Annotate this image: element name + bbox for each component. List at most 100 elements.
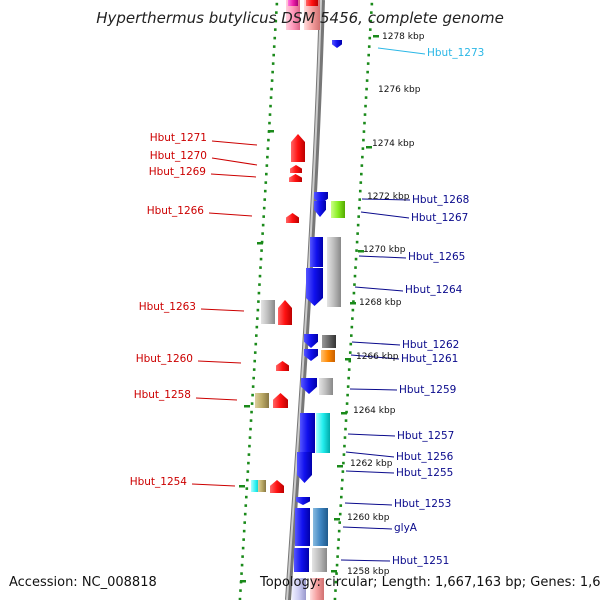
ruler-dot (362, 130, 366, 133)
gene-label-right: Hbut_1268 (412, 194, 469, 206)
ruler-dot (348, 351, 352, 354)
gene-arrow (278, 300, 292, 325)
gene-label-right: Hbut_1264 (405, 284, 463, 296)
gene-block (261, 300, 275, 324)
gene-block (321, 350, 335, 362)
ruler-dot (368, 28, 372, 31)
ruler-dot (252, 368, 256, 371)
gene-label-right: Hbut_1265 (408, 251, 465, 263)
ruler-dot (243, 512, 247, 516)
ruler-dot (259, 257, 263, 261)
ruler-dot (253, 351, 257, 354)
ruler-dot (241, 555, 244, 558)
ruler-dot (342, 461, 345, 465)
ruler-tick (244, 405, 250, 408)
ruler-dot (367, 53, 370, 57)
gene-arrow (286, 213, 299, 223)
ruler-dot (353, 283, 356, 286)
ruler-dot (268, 121, 271, 125)
ruler-dot (263, 189, 267, 193)
ruler-tick (350, 302, 356, 305)
ruler-tick (366, 146, 372, 149)
ruler-dot (336, 546, 340, 550)
ruler-dot (352, 291, 356, 295)
gene-label-left: Hbut_1269 (149, 166, 206, 178)
kbp-tick-label: 1268 kbp (359, 298, 402, 308)
gene-arrow (289, 174, 302, 182)
ruler-dot (338, 512, 342, 516)
gene-block (313, 508, 328, 546)
ruler-dot (357, 206, 361, 210)
ruler-dot (266, 155, 269, 159)
gene-labels: Hbut_1271 Hbut_1270 Hbut_1269 Hbut_1266 Hbut… (130, 47, 485, 567)
ruler-dot (334, 580, 338, 584)
ruler-dot (366, 70, 369, 74)
ruler-dot (274, 19, 278, 23)
ruler-dot (246, 478, 249, 482)
ruler-dot (364, 96, 368, 99)
ruler-dot (348, 359, 352, 363)
ruler-dot (363, 121, 366, 125)
ruler-tick (239, 485, 245, 488)
ruler-dot (354, 257, 358, 261)
ruler-dot (349, 334, 353, 337)
callout-line (377, 47, 426, 55)
ruler-dot (269, 96, 273, 99)
ruler-dot (239, 589, 242, 592)
ruler-dot (364, 104, 367, 108)
gene-block (251, 480, 261, 492)
gene-block (304, 0, 320, 30)
ruler-dot (245, 487, 249, 490)
ruler-dot (356, 223, 360, 227)
gene-block (331, 201, 345, 218)
ruler-dot (270, 79, 274, 82)
gene-block (322, 335, 336, 348)
ruler-dot (341, 470, 345, 473)
ruler-dot (259, 266, 262, 269)
kbp-tick-label: 1278 kbp (382, 32, 425, 42)
ruler-dot (351, 317, 354, 320)
gene-arrow (314, 201, 326, 217)
topology-label: Topology: circular; Length: 1,667,163 bp… (260, 575, 600, 590)
ruler-dot (258, 274, 262, 278)
ruler-dot (255, 325, 259, 329)
ruler-dot (257, 300, 260, 303)
ruler-dot (258, 283, 261, 286)
ruler-dot (344, 419, 348, 422)
callout-line (210, 173, 257, 178)
callout-line (360, 211, 410, 219)
kbp-tick-label: 1276 kbp (378, 85, 421, 95)
gene-block (327, 237, 341, 307)
ruler-dot (349, 342, 353, 346)
ruler-dot (247, 453, 251, 456)
callout-line (344, 502, 393, 506)
gene-track (251, 0, 345, 600)
ruler-dot (268, 113, 272, 116)
ruler-dot (370, 2, 374, 6)
gene-block (288, 0, 298, 6)
callout-line (361, 198, 411, 201)
ruler-dot (356, 232, 359, 235)
callout-line (347, 433, 396, 437)
gene-label-right: Hbut_1253 (394, 498, 451, 510)
gene-arrow (297, 452, 312, 483)
ruler-dot (249, 427, 252, 431)
gene-arrow (270, 480, 284, 493)
ruler-dot (272, 53, 275, 57)
callout-line (211, 157, 258, 166)
gene-block (306, 0, 318, 6)
callout-line (345, 470, 395, 474)
ruler-dot (363, 113, 367, 116)
gene-label-left: Hbut_1271 (150, 132, 207, 144)
gene-block (312, 548, 327, 572)
ruler-dot (334, 589, 337, 592)
ruler-tick (341, 412, 347, 415)
ruler-dot (273, 28, 277, 31)
gene-arrow (304, 349, 318, 361)
ruler-dot (357, 215, 360, 218)
ruler-dot (254, 334, 258, 337)
ruler-dot (366, 62, 370, 65)
ruler-dot (254, 342, 258, 346)
callout-line (197, 360, 242, 364)
